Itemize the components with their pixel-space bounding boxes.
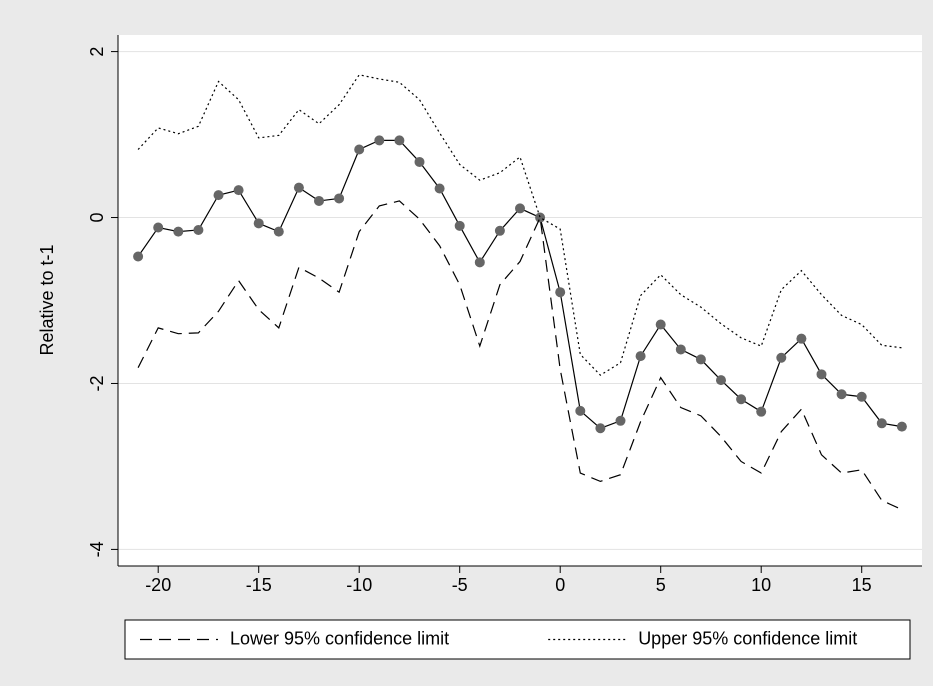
- x-tick-label: 15: [852, 575, 872, 595]
- point-marker: [595, 423, 606, 434]
- y-tick-label: -4: [87, 541, 107, 557]
- point-marker: [314, 195, 324, 206]
- point-marker: [535, 212, 546, 223]
- point-marker: [494, 225, 505, 236]
- y-tick-label: 0: [87, 213, 107, 223]
- point-marker: [675, 344, 686, 355]
- point-marker: [655, 319, 666, 330]
- point-marker: [414, 156, 425, 167]
- point-marker: [394, 135, 405, 146]
- x-tick-label: -5: [452, 575, 468, 595]
- legend-label: Lower 95% confidence limit: [230, 628, 449, 648]
- point-marker: [896, 421, 907, 432]
- x-tick-label: -15: [246, 575, 272, 595]
- point-marker: [816, 369, 827, 380]
- point-marker: [776, 352, 787, 363]
- x-tick-label: -20: [145, 575, 171, 595]
- point-marker: [273, 226, 284, 237]
- series-line: [137, 200, 903, 511]
- point-marker: [153, 222, 164, 233]
- point-marker: [756, 406, 767, 417]
- point-marker: [796, 333, 807, 344]
- point-marker: [173, 226, 184, 237]
- point-marker: [253, 218, 264, 229]
- point-marker: [213, 190, 224, 201]
- point-marker: [474, 257, 485, 268]
- y-axis-title: Relative to t-1: [37, 244, 57, 355]
- point-marker: [716, 375, 726, 386]
- point-marker: [374, 135, 385, 146]
- point-marker: [876, 418, 887, 429]
- point-marker: [695, 354, 706, 365]
- point-marker: [856, 391, 867, 402]
- plot-area: [118, 35, 922, 566]
- point-marker: [434, 183, 445, 194]
- point-marker: [635, 351, 646, 362]
- point-marker: [555, 287, 566, 298]
- point-marker: [334, 193, 345, 204]
- point-marker: [615, 415, 626, 426]
- x-tick-label: 10: [751, 575, 771, 595]
- y-tick-label: 2: [87, 47, 107, 57]
- point-marker: [293, 182, 304, 193]
- x-tick-label: 5: [656, 575, 666, 595]
- point-marker: [515, 203, 525, 214]
- point-marker: [233, 185, 244, 196]
- x-tick-label: 0: [555, 575, 565, 595]
- point-marker: [454, 220, 465, 231]
- point-marker: [575, 405, 586, 416]
- legend-box: [124, 619, 911, 660]
- point-marker: [836, 389, 847, 400]
- x-tick-label: -10: [346, 575, 372, 595]
- legend-label: Upper 95% confidence limit: [638, 628, 857, 648]
- point-marker: [736, 394, 747, 405]
- point-marker: [133, 251, 144, 262]
- y-tick-label: -2: [87, 375, 107, 391]
- point-marker: [354, 144, 365, 155]
- point-marker: [193, 224, 204, 235]
